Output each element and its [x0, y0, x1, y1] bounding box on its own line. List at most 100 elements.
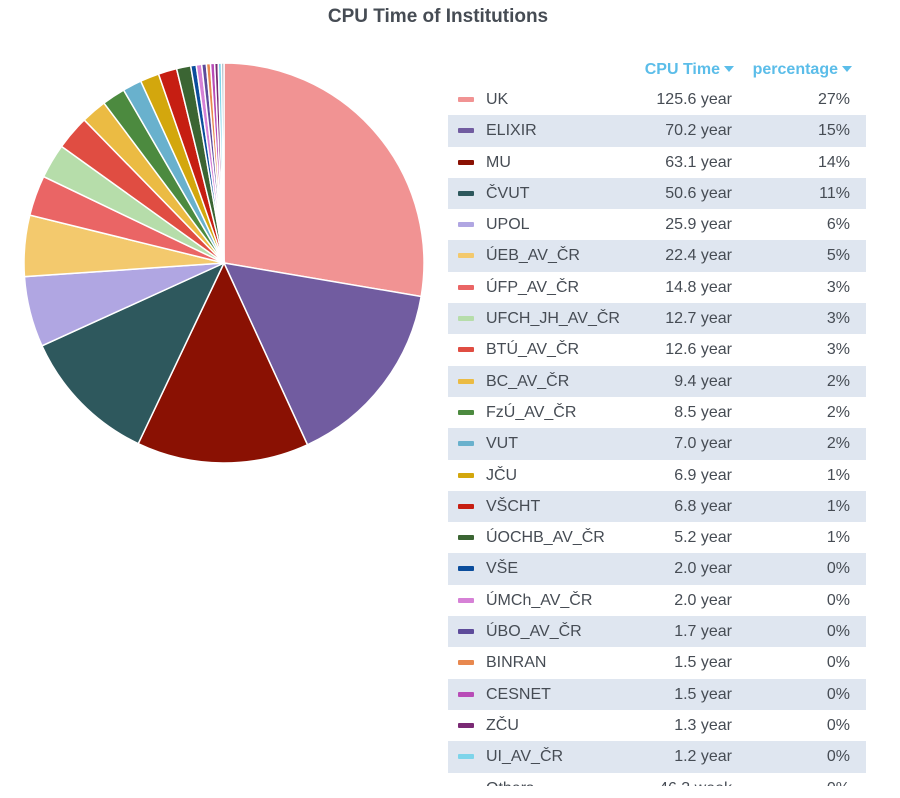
- legend-label: Others: [486, 773, 534, 786]
- legend-cpu-time: 1.5 year: [674, 654, 732, 672]
- legend-row[interactable]: ÚOCHB_AV_ČR 5.2 year 1%: [448, 522, 866, 553]
- legend-percentage: 6%: [826, 216, 850, 234]
- legend-cpu-time: 50.6 year: [665, 184, 732, 202]
- pie-slice-0[interactable]: [223, 62, 425, 298]
- legend-row[interactable]: BINRAN 1.5 year 0%: [448, 647, 866, 678]
- legend-swatch: [458, 128, 474, 134]
- legend-percentage: 3%: [826, 341, 850, 359]
- legend-swatch: [458, 284, 474, 290]
- cpu-time-header-label: CPU Time: [644, 61, 720, 78]
- legend-percentage: 0%: [826, 591, 850, 609]
- legend-percentage: 3%: [826, 278, 850, 296]
- legend-percentage: 0%: [827, 773, 850, 786]
- legend-row[interactable]: JČU 6.9 year 1%: [448, 460, 866, 491]
- legend-label: BINRAN: [486, 654, 547, 672]
- legend-row[interactable]: BC_AV_ČR 9.4 year 2%: [448, 365, 866, 397]
- legend-cpu-time: 1.3 year: [674, 716, 732, 734]
- legend-row[interactable]: UPOL 25.9 year 6%: [448, 209, 866, 240]
- legend-row[interactable]: ELIXIR 70.2 year 15%: [448, 115, 866, 147]
- legend-label: ÚBO_AV_ČR: [486, 623, 582, 641]
- legend-percentage: 1%: [826, 466, 850, 484]
- legend-row[interactable]: ČVUT 50.6 year 11%: [448, 177, 866, 210]
- legend-label: ÚFP_AV_ČR: [486, 278, 580, 296]
- legend-percentage: 2%: [826, 372, 850, 390]
- cpu-time-sort-header[interactable]: CPU Time: [645, 61, 734, 79]
- legend-label: VUT: [486, 435, 518, 453]
- legend-cpu-time: 70.2 year: [665, 122, 732, 140]
- legend-row[interactable]: UI_AV_ČR 1.2 year 0%: [448, 741, 866, 773]
- legend-label: UI_AV_ČR: [486, 748, 564, 766]
- legend-row[interactable]: ZČU 1.3 year 0%: [448, 710, 866, 741]
- legend-row[interactable]: FzÚ_AV_ČR 8.5 year 2%: [448, 397, 866, 428]
- legend-percentage: 0%: [826, 623, 850, 641]
- legend-row[interactable]: ÚEB_AV_ČR 22.4 year 5%: [448, 240, 866, 272]
- legend-percentage: 5%: [826, 247, 850, 265]
- legend-cpu-time: 25.9 year: [665, 216, 732, 234]
- pie-slice-1[interactable]: [222, 262, 423, 446]
- legend-label: ÚEB_AV_ČR: [486, 247, 580, 265]
- percentage-sort-header[interactable]: percentage: [753, 61, 852, 79]
- pie-slice-22[interactable]: [220, 62, 225, 264]
- legend-cpu-time: 2.0 year: [674, 560, 732, 578]
- legend-percentage: 14%: [817, 153, 850, 171]
- pie-slice-3[interactable]: [40, 261, 226, 445]
- legend-row[interactable]: UFCH_JH_AV_ČR 12.7 year 3%: [448, 303, 866, 335]
- legend-percentage: 2%: [826, 435, 850, 453]
- legend-cpu-time: 1.2 year: [674, 748, 732, 766]
- legend-swatch: [458, 347, 474, 353]
- legend-swatch: [458, 97, 474, 102]
- legend-label: UK: [486, 91, 509, 108]
- legend-swatch: [458, 378, 474, 384]
- legend-percentage: 15%: [817, 122, 850, 140]
- pie-slice-2[interactable]: [137, 261, 309, 464]
- legend-cpu-time: 1.7 year: [674, 623, 732, 641]
- legend-percentage: 1%: [826, 497, 850, 515]
- legend-percentage: 2%: [826, 403, 850, 421]
- legend-percentage: 11%: [819, 184, 850, 202]
- legend-percentage: 0%: [826, 560, 850, 578]
- legend-row[interactable]: CESNET 1.5 year 0%: [448, 678, 866, 710]
- legend-cpu-time: 14.8 year: [665, 278, 732, 296]
- legend-row[interactable]: UK 125.6 year 27%: [448, 84, 866, 115]
- legend-row[interactable]: VŠCHT 6.8 year 1%: [448, 490, 866, 523]
- legend-swatch: [458, 409, 474, 415]
- legend-percentage: 0%: [826, 685, 850, 703]
- legend-label: ČVUT: [486, 184, 530, 202]
- legend-label: CESNET: [486, 685, 551, 703]
- legend-label: ÚMCh_AV_ČR: [486, 591, 593, 609]
- legend-cpu-time: 125.6 year: [656, 91, 732, 108]
- legend-row[interactable]: BTÚ_AV_ČR 12.6 year 3%: [448, 334, 866, 365]
- legend-row[interactable]: ÚFP_AV_ČR 14.8 year 3%: [448, 272, 866, 303]
- legend-row[interactable]: VUT 7.0 year 2%: [448, 428, 866, 460]
- legend-cpu-time: 5.2 year: [674, 529, 732, 547]
- legend-cpu-time: 22.4 year: [665, 247, 732, 265]
- legend-swatch: [458, 566, 474, 572]
- legend-row[interactable]: MU 63.1 year 14%: [448, 147, 866, 178]
- legend-label: UFCH_JH_AV_ČR: [486, 310, 620, 328]
- legend-row[interactable]: Others 46.3 week 0%: [448, 773, 866, 786]
- legend-percentage: 27%: [817, 91, 850, 108]
- legend-percentage: 0%: [826, 716, 850, 734]
- legend-label: VŠE: [486, 560, 519, 578]
- legend-label: JČU: [486, 466, 518, 484]
- legend-header: CPU Time percentage: [448, 56, 866, 84]
- legend-cpu-time: 12.7 year: [665, 310, 732, 328]
- sort-caret-icon: [724, 65, 734, 72]
- legend-swatch: [458, 503, 474, 509]
- legend-cpu-time: 8.5 year: [674, 403, 732, 421]
- legend-row[interactable]: VŠE 2.0 year 0%: [448, 553, 866, 585]
- legend-swatch: [458, 441, 474, 447]
- legend-swatch: [458, 629, 474, 635]
- legend-swatch: [458, 535, 474, 541]
- legend-label: VŠCHT: [486, 497, 541, 515]
- legend-row[interactable]: ÚMCh_AV_ČR 2.0 year 0%: [448, 585, 866, 616]
- legend-percentage: 0%: [826, 748, 850, 766]
- legend-label: MU: [486, 153, 511, 171]
- chart-title: CPU Time of Institutions: [327, 6, 549, 27]
- legend-label: BTÚ_AV_ČR: [486, 341, 580, 359]
- legend-swatch: [458, 754, 474, 760]
- legend-row[interactable]: ÚBO_AV_ČR 1.7 year 0%: [448, 616, 866, 648]
- legend-cpu-time: 12.6 year: [665, 341, 732, 359]
- legend-cpu-time: 2.0 year: [674, 591, 732, 609]
- legend-swatch: [458, 253, 474, 259]
